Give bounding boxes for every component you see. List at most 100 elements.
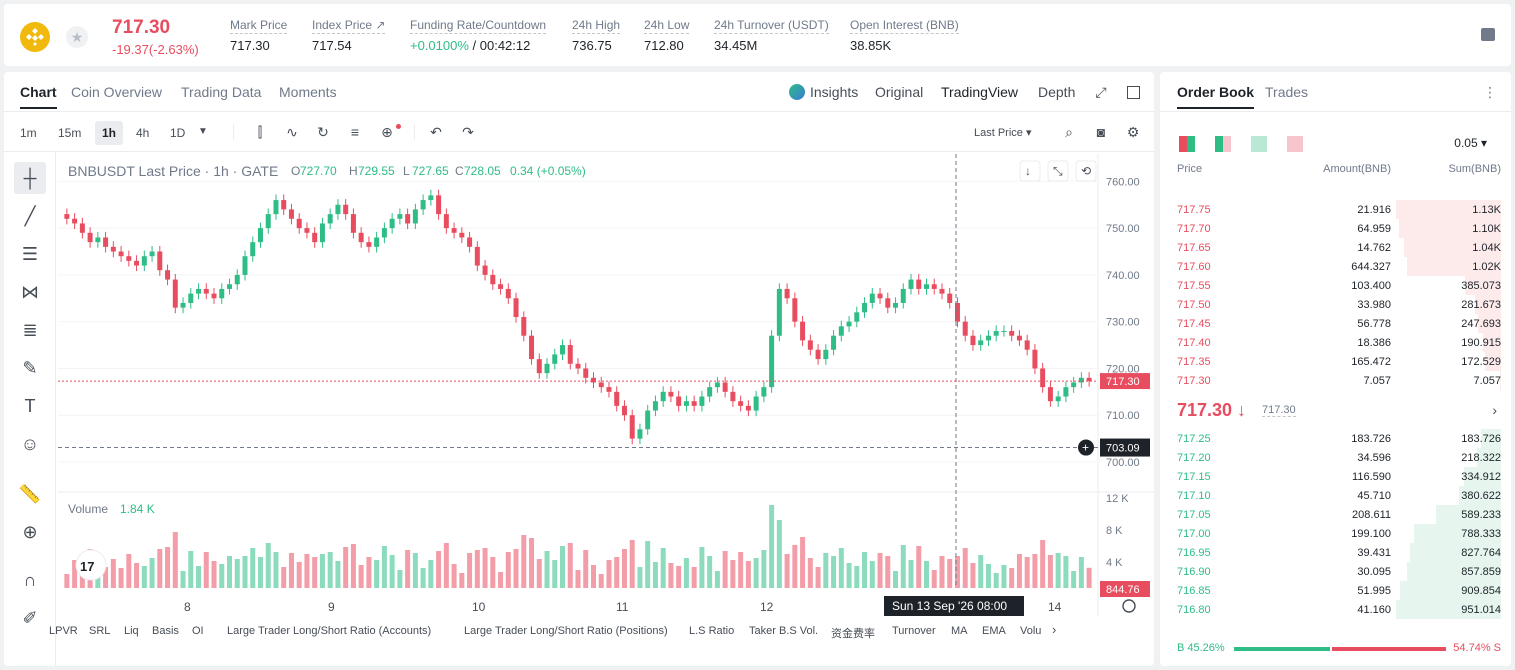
brush-icon[interactable]: ✎ xyxy=(22,358,38,378)
zoom-in-icon[interactable]: ⊕ xyxy=(22,522,38,542)
template-icon[interactable]: ≡ xyxy=(350,124,360,140)
favorite-star-icon[interactable]: ★ xyxy=(66,26,88,48)
timeframe-1m[interactable]: 1m xyxy=(20,126,37,140)
chevron-right-icon[interactable]: › xyxy=(1492,402,1497,418)
price-axis-label: 740.00 xyxy=(1106,270,1140,282)
indicator-lpvr[interactable]: LPVR xyxy=(49,625,78,637)
cursor-tag-bg xyxy=(1100,438,1150,457)
tab-chart[interactable]: Chart xyxy=(20,84,57,109)
indicator-ma[interactable]: MA xyxy=(951,625,968,637)
indicator-oi[interactable]: OI xyxy=(192,625,204,637)
trendline-icon[interactable]: ╱ xyxy=(24,206,36,226)
indicator-large-trader-positions[interactable]: Large Trader Long/Short Ratio (Positions… xyxy=(464,625,668,637)
horizontal-lines-icon[interactable]: ☰ xyxy=(21,244,39,264)
view-compact-icon[interactable] xyxy=(1287,136,1303,152)
price-chart[interactable]: 760.00 750.00 740.00 730.00 720.00 710.00 700.… xyxy=(58,154,1154,616)
precision-select[interactable]: 0.05 ▾ xyxy=(1454,136,1487,150)
bid-row[interactable]: 717.00 199.100 788.333 xyxy=(1160,524,1511,543)
text-tool-icon[interactable]: T xyxy=(24,396,36,416)
fib-icon[interactable]: ≣ xyxy=(22,320,38,340)
ask-row[interactable]: 717.60 644.327 1.02K xyxy=(1160,257,1511,276)
bid-row[interactable]: 717.25 183.726 183.726 xyxy=(1160,429,1511,448)
ask-row[interactable]: 717.55 103.400 385.073 xyxy=(1160,276,1511,295)
pattern-icon[interactable]: ⋈ xyxy=(21,282,39,302)
undo-icon[interactable]: ↶ xyxy=(430,124,442,140)
volume-bar xyxy=(683,558,689,588)
last-price-tag: 717.30 xyxy=(1106,376,1140,388)
crosshair-icon[interactable]: ┼ xyxy=(14,162,46,194)
emoji-icon[interactable]: ☺ xyxy=(20,434,40,454)
tab-insights[interactable]: Insights xyxy=(810,84,859,100)
volume-bar xyxy=(985,564,991,588)
book-icon[interactable] xyxy=(1481,28,1495,41)
ask-row[interactable]: 717.40 18.386 190.915 xyxy=(1160,333,1511,352)
magnet-icon[interactable]: ∩ xyxy=(23,570,37,590)
bid-row[interactable]: 716.95 39.431 827.764 xyxy=(1160,543,1511,562)
fullscreen-icon[interactable] xyxy=(1127,86,1140,99)
ask-row[interactable]: 717.65 14.762 1.04K xyxy=(1160,238,1511,257)
tab-trades[interactable]: Trades xyxy=(1265,84,1309,100)
bid-row[interactable]: 717.10 45.710 380.622 xyxy=(1160,486,1511,505)
indicator-volume[interactable]: Volu xyxy=(1020,625,1042,637)
view-bids-icon[interactable] xyxy=(1215,136,1231,152)
tab-original[interactable]: Original xyxy=(875,84,924,100)
indicator-basis[interactable]: Basis xyxy=(152,625,179,637)
expand-icon[interactable]: ⤢ xyxy=(1095,84,1107,100)
search-icon[interactable]: ⌕ xyxy=(1065,124,1073,140)
indicator-funding-rate[interactable]: 资金费率 xyxy=(831,628,875,640)
bid-sum: 857.859 xyxy=(1461,566,1501,578)
replay-icon[interactable]: ↻ xyxy=(317,124,329,140)
ask-row[interactable]: 717.50 33.980 281.673 xyxy=(1160,295,1511,314)
scroll-right-icon[interactable]: › xyxy=(1052,622,1057,637)
candle-type-icon[interactable]: ⫿ xyxy=(257,124,263,140)
bid-row[interactable]: 717.20 34.596 218.322 xyxy=(1160,448,1511,467)
stat-index-price[interactable]: Index Price ↗ 717.54 xyxy=(312,18,386,53)
pencil-lock-icon[interactable]: ✐ xyxy=(22,608,38,628)
add-indicator-icon[interactable]: ⊕ xyxy=(381,124,393,140)
indicator-ema[interactable]: EMA xyxy=(982,625,1006,637)
tab-moments[interactable]: Moments xyxy=(279,84,337,100)
tab-tradingview[interactable]: TradingView xyxy=(941,84,1019,100)
indicator-taker-bs-vol[interactable]: Taker B.S Vol. xyxy=(749,625,819,637)
bid-row[interactable]: 717.15 116.590 334.912 xyxy=(1160,467,1511,486)
tab-trading-data[interactable]: Trading Data xyxy=(181,84,262,100)
timeframe-1h[interactable]: 1h xyxy=(95,121,124,145)
bid-row[interactable]: 716.90 30.095 857.859 xyxy=(1160,562,1511,581)
last-price-select[interactable]: Last Price ▾ xyxy=(974,127,1032,139)
tab-depth[interactable]: Depth xyxy=(1038,84,1076,100)
date-axis-label: 11 xyxy=(616,600,629,614)
timeframe-4h[interactable]: 4h xyxy=(136,126,150,140)
indicator-turnover[interactable]: Turnover xyxy=(892,625,936,637)
price-axis-label: 750.00 xyxy=(1106,223,1140,235)
indicator-large-trader-accounts[interactable]: Large Trader Long/Short Ratio (Accounts) xyxy=(227,625,432,637)
tab-order-book[interactable]: Order Book xyxy=(1177,84,1255,109)
indicators-icon[interactable]: ∿ xyxy=(286,124,298,140)
timeframe-dropdown-icon[interactable]: ▼ xyxy=(198,126,208,137)
settings-gear-icon[interactable]: ⚙ xyxy=(1126,124,1140,140)
timeframe-1d[interactable]: 1D xyxy=(170,126,186,140)
candle-body xyxy=(366,242,372,247)
indicator-ls-ratio[interactable]: L.S Ratio xyxy=(689,625,735,637)
drawing-toolbar: ┼ ╱ ☰ ⋈ ≣ ✎ T ☺ 📏 ⊕ ∩ ✐ xyxy=(4,152,56,666)
candle-body xyxy=(908,279,914,289)
bid-row[interactable]: 716.80 41.160 951.014 xyxy=(1160,600,1511,619)
ask-row[interactable]: 717.70 64.959 1.10K xyxy=(1160,219,1511,238)
ask-row[interactable]: 717.75 21.916 1.13K xyxy=(1160,200,1511,219)
redo-icon[interactable]: ↷ xyxy=(462,124,474,140)
view-asks-icon[interactable] xyxy=(1251,136,1267,152)
ask-row[interactable]: 717.45 56.778 247.693 xyxy=(1160,314,1511,333)
ask-row[interactable]: 717.30 7.057 7.057 xyxy=(1160,371,1511,390)
tab-coin-overview[interactable]: Coin Overview xyxy=(71,84,163,100)
bid-row[interactable]: 717.05 208.611 589.233 xyxy=(1160,505,1511,524)
volume-bar xyxy=(319,554,325,588)
ruler-icon[interactable]: 📏 xyxy=(18,484,42,504)
view-both-icon[interactable] xyxy=(1179,136,1195,152)
timeframe-15m[interactable]: 15m xyxy=(58,126,82,140)
more-options-icon[interactable]: ⋮ xyxy=(1483,84,1497,100)
indicator-liq[interactable]: Liq xyxy=(124,625,139,637)
ask-row[interactable]: 717.35 165.472 172.529 xyxy=(1160,352,1511,371)
bid-row[interactable]: 716.85 51.995 909.854 xyxy=(1160,581,1511,600)
volume-bar xyxy=(219,564,225,588)
indicator-srl[interactable]: SRL xyxy=(89,625,111,637)
camera-icon[interactable]: ◙ xyxy=(1096,124,1106,140)
